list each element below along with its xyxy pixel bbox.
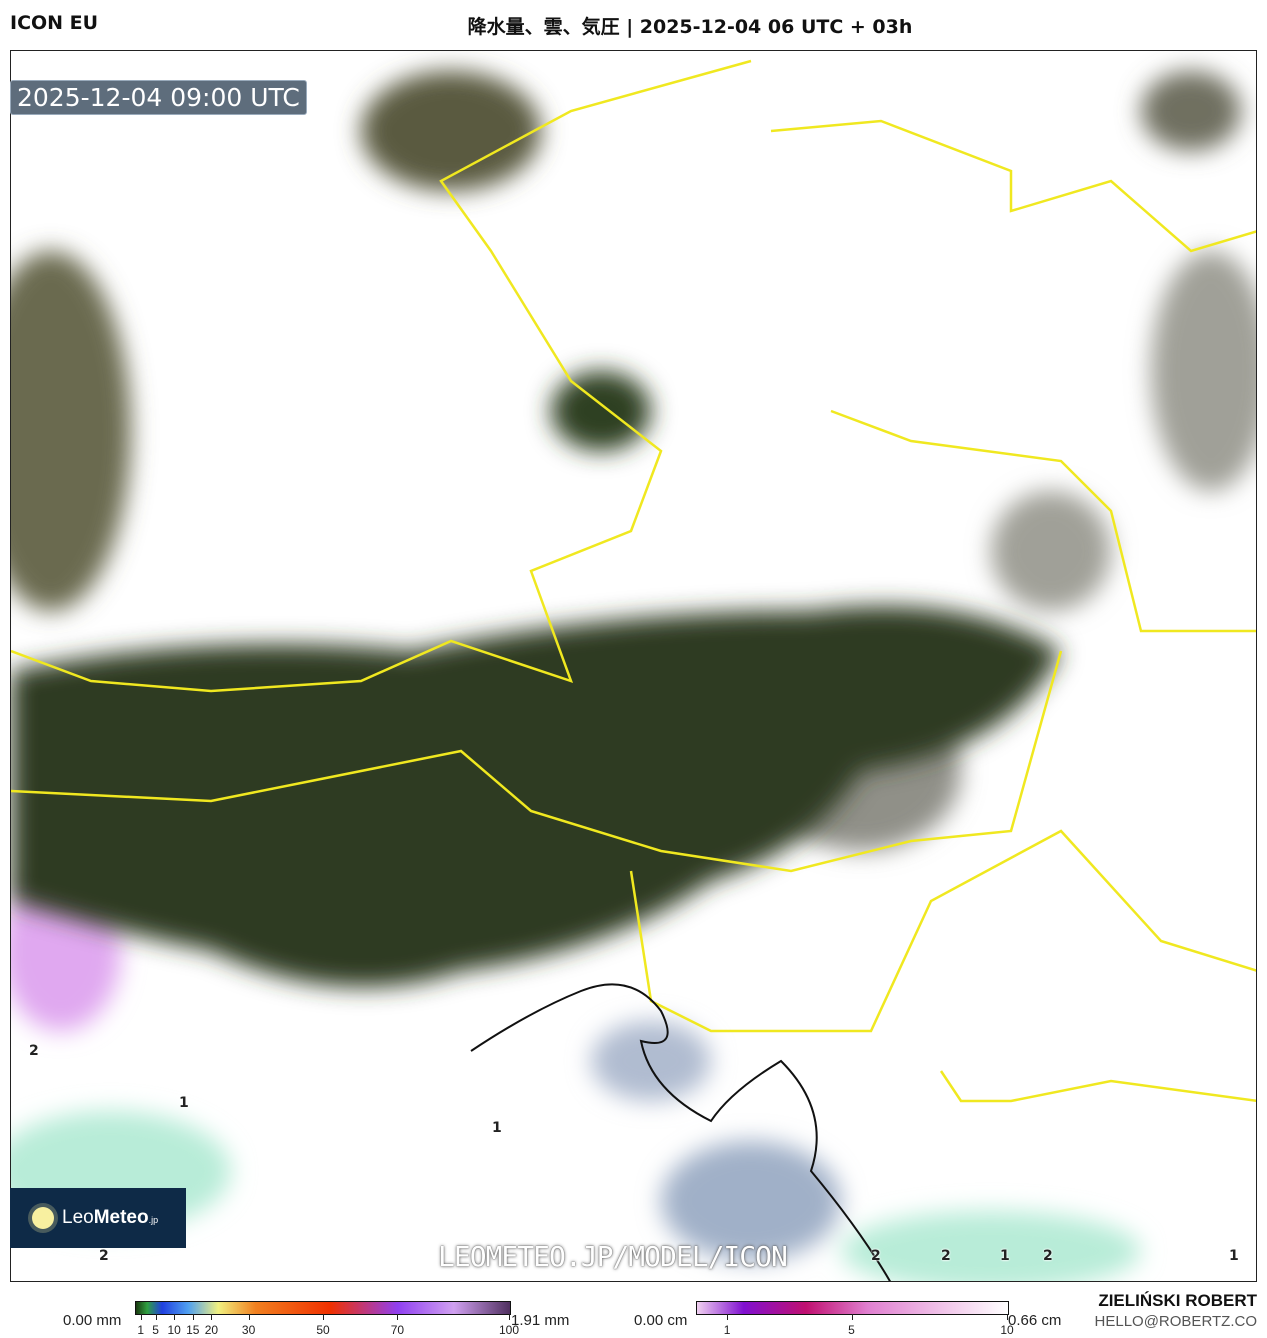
pressure-label: 1 xyxy=(1000,1248,1010,1264)
rain-min-label: 0.00 mm xyxy=(63,1312,122,1329)
pressure-label: 2 xyxy=(941,1248,951,1264)
pressure-label: 2 xyxy=(99,1248,109,1264)
colorbar-tick xyxy=(192,1314,194,1320)
colorbar-tick xyxy=(1007,1314,1008,1320)
snow-min-label: 0.00 cm xyxy=(634,1312,688,1329)
colorbar-tick-label: 20 xyxy=(204,1323,219,1337)
logo-text-bold: Meteo xyxy=(93,1207,149,1228)
pressure-label: 2 xyxy=(29,1043,39,1059)
author-email: HELLO@ROBERTZ.CO xyxy=(1094,1313,1257,1330)
logo-suffix: .jp xyxy=(148,1215,159,1225)
colorbar-tick xyxy=(211,1314,213,1320)
valid-time-badge: 2025-12-04 09:00 UTC xyxy=(10,80,307,115)
colorbar-tick xyxy=(323,1314,324,1320)
colorbar-tick-label: 1 xyxy=(137,1323,145,1337)
colorbar-tick-label: 100 xyxy=(498,1323,520,1337)
colorbar-tick xyxy=(397,1314,399,1320)
colorbar-tick xyxy=(174,1314,176,1320)
sun-icon xyxy=(32,1207,54,1229)
snow-colorbar xyxy=(696,1301,1009,1315)
watermark-url: LEOMETEO.JP/MODEL/ICON xyxy=(438,1240,788,1273)
colorbar-tick xyxy=(727,1314,729,1320)
coastline xyxy=(470,983,891,1281)
colorbar-tick xyxy=(851,1314,853,1320)
colorbar-tick xyxy=(248,1314,250,1320)
logo-text-light: Leo xyxy=(62,1207,94,1228)
rain-colorbar xyxy=(135,1301,511,1315)
pressure-label: 1 xyxy=(492,1120,502,1136)
pressure-label: 2 xyxy=(1043,1248,1053,1264)
rain-max-label: 1.91 mm xyxy=(511,1312,570,1329)
colorbar-tick-label: 70 xyxy=(390,1323,405,1337)
pressure-label: 1 xyxy=(1229,1248,1239,1264)
pressure-label: 2 xyxy=(871,1248,881,1264)
colorbar-tick-label: 10 xyxy=(167,1323,181,1337)
page-title: 降水量、雲、気圧 | 2025-12-04 06 UTC + 03h xyxy=(467,16,913,38)
weather-map[interactable]: 2 1 1 2 2 2 1 2 1 xyxy=(10,50,1257,1282)
author-name: ZIELIŃSKI ROBERT xyxy=(1098,1291,1257,1310)
map-layer xyxy=(11,59,1256,1281)
colorbar-tick-label: 5 xyxy=(152,1323,159,1337)
colorbar-tick xyxy=(509,1314,510,1320)
colorbar-tick-label: 15 xyxy=(186,1323,200,1337)
snow-max-label: 0.66 cm xyxy=(1008,1312,1062,1329)
colorbar-tick-label: 5 xyxy=(848,1323,855,1337)
colorbar-tick-label: 1 xyxy=(723,1323,731,1337)
colorbar-tick xyxy=(140,1314,142,1320)
country-borders xyxy=(11,59,1256,1103)
model-name: ICON EU xyxy=(10,12,99,34)
colorbar-tick-label: 50 xyxy=(316,1323,330,1337)
leometeo-logo[interactable]: LeoMeteo.jp xyxy=(10,1188,186,1248)
alps-terrain xyxy=(11,606,1061,987)
colorbar-tick-label: 30 xyxy=(241,1323,256,1337)
colorbar-tick-label: 10 xyxy=(1000,1323,1014,1337)
pressure-label: 1 xyxy=(179,1095,189,1111)
colorbar-tick xyxy=(155,1314,157,1320)
